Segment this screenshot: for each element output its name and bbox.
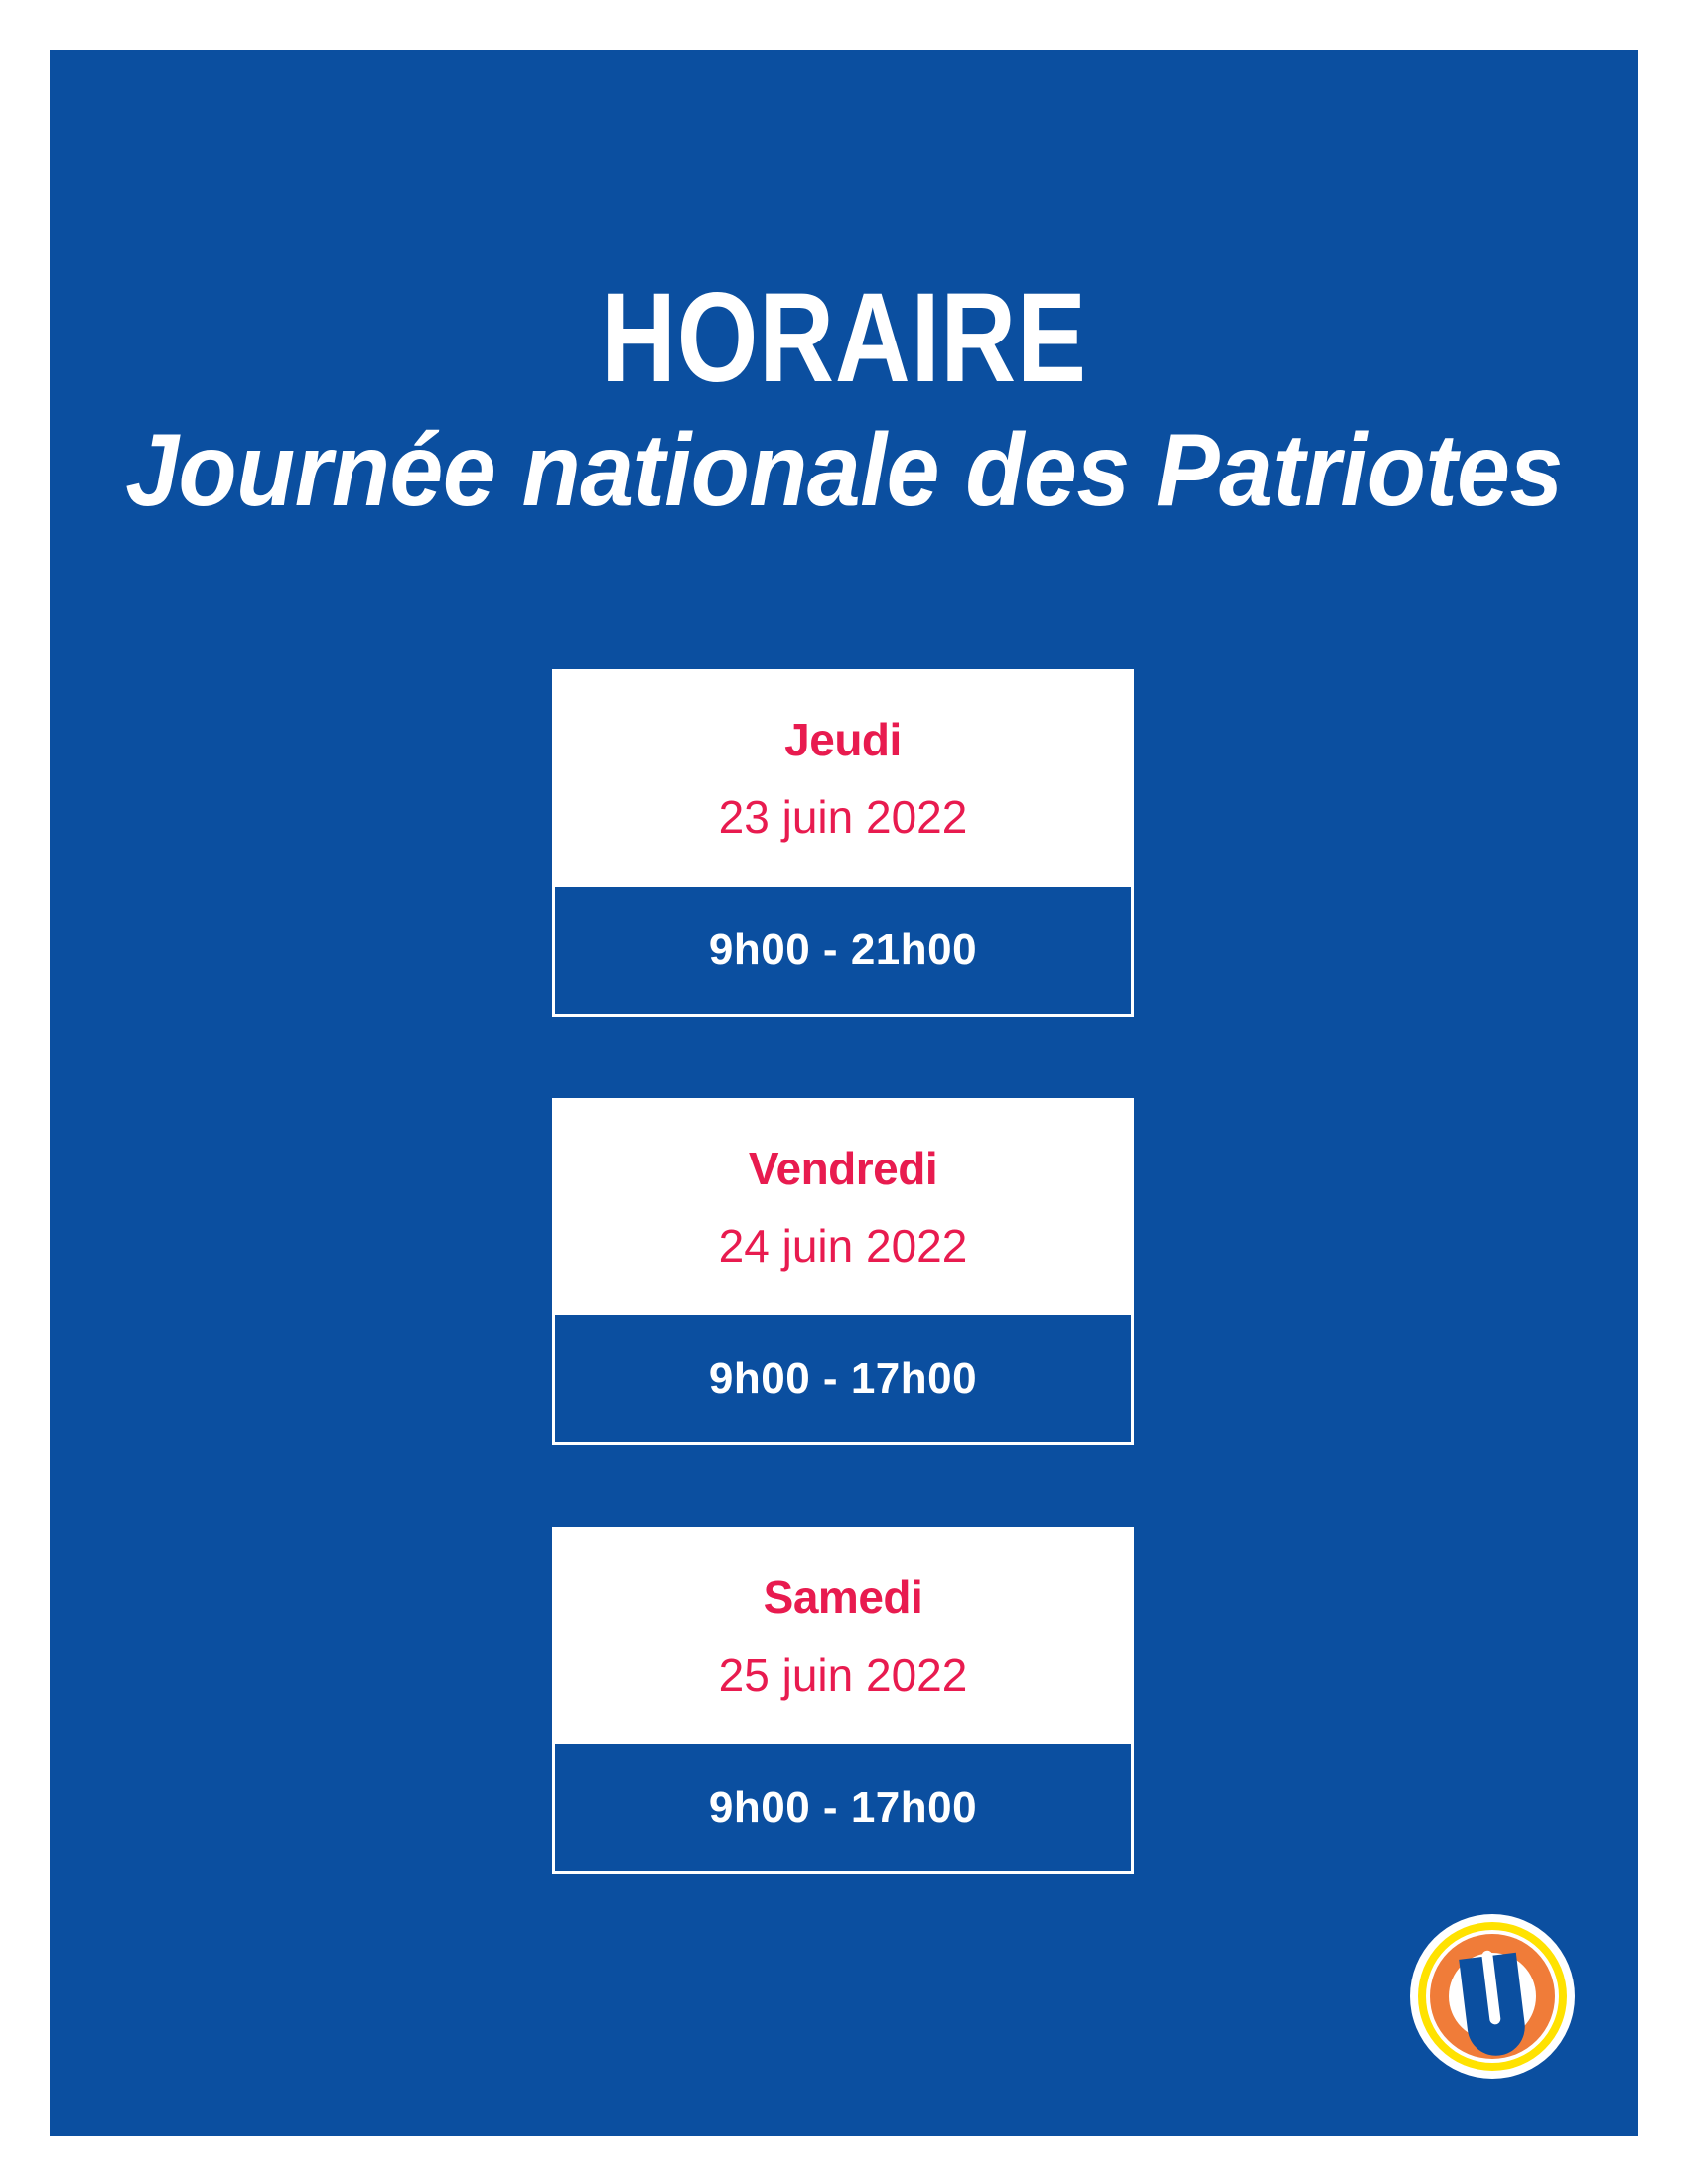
poster-header: HORAIRE Journée nationale des Patriotes bbox=[50, 50, 1638, 528]
day-date: 24 juin 2022 bbox=[718, 1220, 968, 1272]
schedule-list: Jeudi 23 juin 2022 9h00 - 21h00 Vendredi… bbox=[552, 669, 1134, 1874]
uq-logo-icon bbox=[1410, 1914, 1575, 2079]
day-date: 23 juin 2022 bbox=[718, 791, 968, 843]
uq-logo bbox=[1408, 1912, 1577, 2081]
day-card-header: Jeudi 23 juin 2022 bbox=[552, 669, 1134, 884]
day-hours: 9h00 - 17h00 bbox=[708, 1354, 978, 1403]
day-hours-band: 9h00 - 17h00 bbox=[552, 1312, 1134, 1445]
day-card-header: Samedi 25 juin 2022 bbox=[552, 1527, 1134, 1741]
day-hours-band: 9h00 - 21h00 bbox=[552, 884, 1134, 1017]
page-title: HORAIRE bbox=[601, 267, 1087, 409]
poster-canvas: HORAIRE Journée nationale des Patriotes … bbox=[50, 50, 1638, 2136]
day-card-header: Vendredi 24 juin 2022 bbox=[552, 1098, 1134, 1312]
day-card: Jeudi 23 juin 2022 9h00 - 21h00 bbox=[552, 669, 1134, 1017]
day-name: Vendredi bbox=[748, 1143, 938, 1194]
day-hours: 9h00 - 21h00 bbox=[708, 925, 978, 974]
day-card: Vendredi 24 juin 2022 9h00 - 17h00 bbox=[552, 1098, 1134, 1445]
day-name: Samedi bbox=[763, 1571, 923, 1623]
day-hours: 9h00 - 17h00 bbox=[708, 1783, 978, 1832]
page-subtitle: Journée nationale des Patriotes bbox=[125, 413, 1563, 528]
day-card: Samedi 25 juin 2022 9h00 - 17h00 bbox=[552, 1527, 1134, 1874]
day-name: Jeudi bbox=[784, 714, 902, 765]
day-date: 25 juin 2022 bbox=[718, 1649, 968, 1701]
day-hours-band: 9h00 - 17h00 bbox=[552, 1741, 1134, 1874]
